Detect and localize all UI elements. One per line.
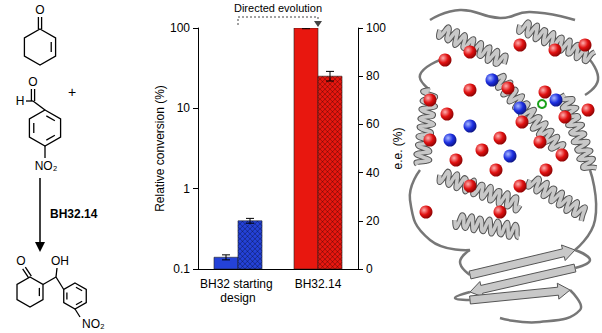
svg-text:20: 20 bbox=[366, 214, 380, 228]
svg-text:H: H bbox=[16, 94, 25, 108]
svg-text:60: 60 bbox=[366, 117, 380, 131]
svg-text:design: design bbox=[220, 291, 255, 305]
svg-text:80: 80 bbox=[366, 69, 380, 83]
svg-text:OH: OH bbox=[51, 254, 69, 268]
svg-text:O: O bbox=[28, 75, 37, 89]
svg-text:Directed evolution: Directed evolution bbox=[234, 2, 322, 14]
svg-text:O: O bbox=[16, 254, 25, 268]
svg-text:NO₂: NO₂ bbox=[35, 159, 58, 173]
svg-text:0: 0 bbox=[366, 262, 373, 276]
svg-text:100: 100 bbox=[366, 21, 386, 35]
svg-text:100: 100 bbox=[170, 21, 190, 35]
svg-text:Relative conversion (%): Relative conversion (%) bbox=[153, 85, 167, 212]
svg-text:0.1: 0.1 bbox=[173, 262, 190, 276]
svg-text:BH32.14: BH32.14 bbox=[50, 207, 98, 221]
svg-text:BH32 starting: BH32 starting bbox=[200, 277, 276, 291]
svg-text:e.e. (%): e.e. (%) bbox=[391, 127, 405, 169]
svg-text:BH32.14: BH32.14 bbox=[295, 277, 342, 291]
svg-text:O: O bbox=[35, 3, 44, 17]
svg-text:10: 10 bbox=[177, 101, 191, 115]
svg-text:40: 40 bbox=[366, 166, 380, 180]
svg-text:+: + bbox=[68, 84, 76, 100]
svg-text:1: 1 bbox=[183, 182, 190, 196]
svg-text:NO₂: NO₂ bbox=[82, 317, 105, 331]
